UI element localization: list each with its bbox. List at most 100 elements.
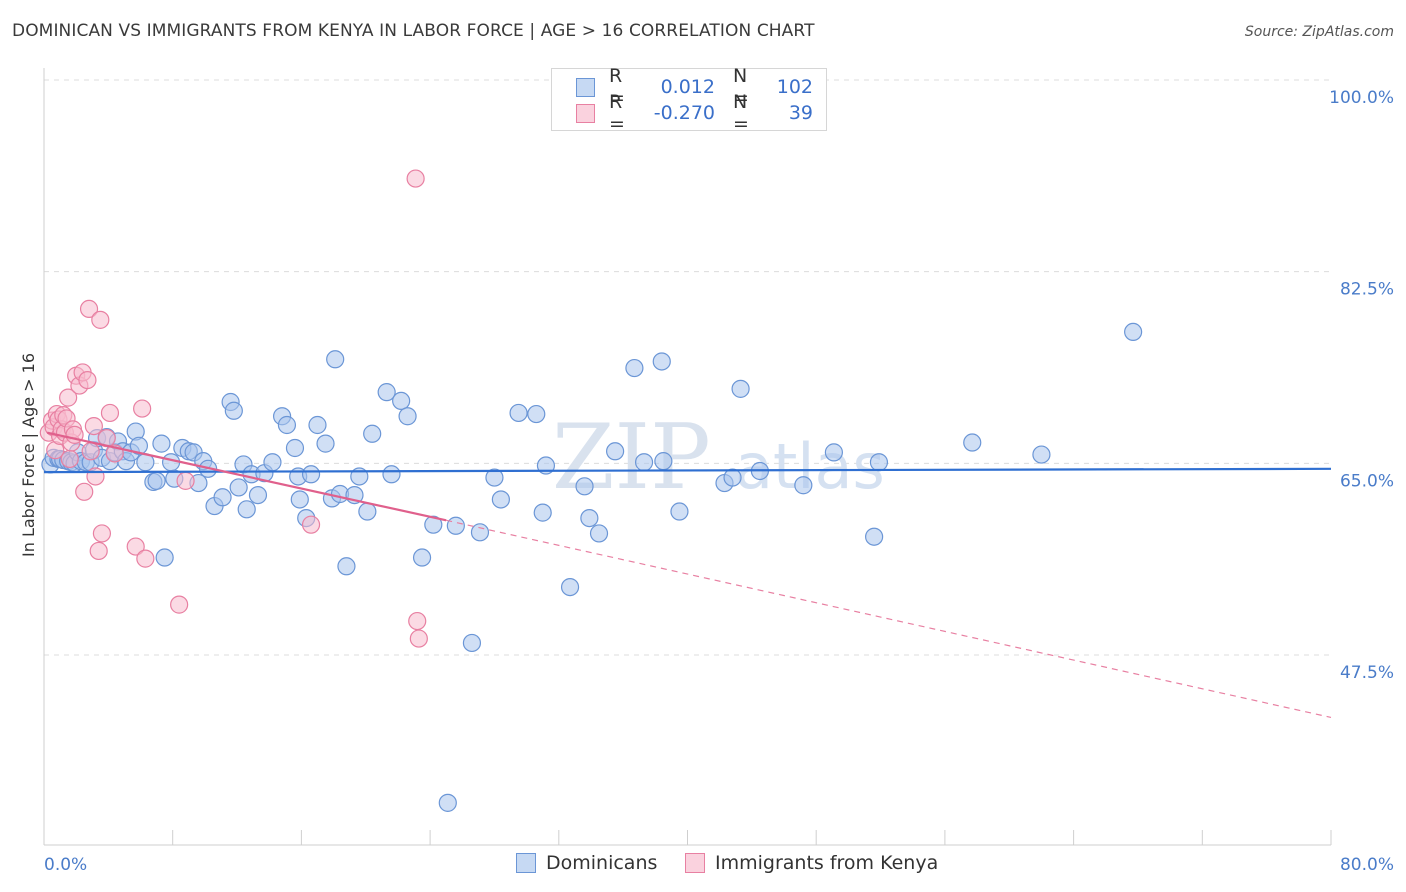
data-point <box>86 467 105 486</box>
data-point <box>462 633 482 653</box>
series-label-dominicans: Dominicans <box>546 852 658 874</box>
data-point <box>575 477 594 496</box>
data-point <box>491 490 510 509</box>
data-point <box>398 407 417 426</box>
data-point <box>865 527 884 546</box>
data-point <box>1124 322 1143 342</box>
data-point <box>170 595 189 614</box>
data-point <box>176 471 195 490</box>
data-point <box>408 611 427 631</box>
data-point <box>625 358 644 378</box>
data-point <box>606 442 625 461</box>
y-tick-label: 82.5% <box>1340 280 1394 300</box>
data-point <box>527 404 546 424</box>
data-point <box>136 549 155 568</box>
legend-swatch-blue <box>576 77 595 97</box>
data-point <box>213 488 232 507</box>
y-tick-labels: 47.5% 65.0% 82.5% 100.0% <box>1329 88 1394 683</box>
legend-row-kenya: R = -0.270 N = 39 <box>576 91 813 135</box>
data-point <box>155 548 174 567</box>
legend-n-value: 102 <box>776 76 813 98</box>
grid-lines <box>44 79 1331 656</box>
legend-r-label: R = <box>609 65 625 109</box>
data-point <box>133 399 152 418</box>
data-point <box>963 433 982 452</box>
data-point <box>60 449 79 469</box>
data-point <box>78 370 97 390</box>
data-point <box>152 434 171 453</box>
data-point <box>248 485 268 505</box>
data-point <box>470 523 490 542</box>
data-point <box>92 524 112 543</box>
data-point <box>731 379 750 398</box>
trend-line-kenya-extrapolated <box>446 519 1332 719</box>
y-tick-label: 100.0% <box>1329 88 1394 108</box>
data-point <box>91 310 110 329</box>
data-point <box>382 465 401 484</box>
data-point <box>363 424 382 443</box>
data-point <box>634 453 654 472</box>
data-point <box>126 537 145 556</box>
data-point <box>59 388 78 407</box>
data-point <box>147 471 166 490</box>
data-point <box>81 442 100 461</box>
data-point <box>652 352 671 371</box>
data-point <box>392 391 411 411</box>
data-point <box>824 443 843 462</box>
data-point <box>79 299 99 319</box>
legend-r-label: R = <box>609 91 625 135</box>
legend-n-label: N = <box>733 65 749 109</box>
data-point <box>224 401 243 420</box>
y-axis-label: In Labor Force | Age > 16 <box>19 353 38 557</box>
x-tick-label-max: 80.0% <box>1340 855 1394 875</box>
trend-line-kenya <box>46 431 447 522</box>
data-point <box>794 476 813 495</box>
data-point <box>377 383 396 402</box>
data-point <box>533 503 552 522</box>
x-axis-ticks <box>172 830 1332 845</box>
legend-n-label: N = <box>733 91 749 135</box>
data-point <box>654 452 673 471</box>
legend-row-dominicans: R = 0.012 N = 102 <box>576 65 813 109</box>
series-legend-dominicans: Dominicans <box>516 852 657 874</box>
y-tick-label: 65.0% <box>1340 471 1394 491</box>
data-point <box>237 500 256 519</box>
data-point <box>89 541 108 561</box>
data-points <box>39 169 1143 812</box>
data-point <box>358 502 377 521</box>
data-point <box>580 508 599 528</box>
chart-source: Source: ZipAtlas.com <box>1244 24 1394 40</box>
data-point <box>285 438 305 458</box>
y-tick-label: 47.5% <box>1340 663 1394 683</box>
trend-lines <box>43 431 1332 719</box>
data-point <box>409 629 428 648</box>
data-point <box>869 453 889 472</box>
data-point <box>75 482 94 501</box>
correlation-legend: R = 0.012 N = 102 R = -0.270 N = 39 <box>551 65 827 135</box>
data-point <box>424 515 443 534</box>
legend-r-value: -0.270 <box>653 102 715 124</box>
series-swatch-blue <box>516 853 536 873</box>
data-point <box>589 524 609 543</box>
data-point <box>84 416 103 436</box>
series-swatch-pink <box>685 853 705 873</box>
data-point <box>277 415 297 435</box>
data-point <box>337 557 356 576</box>
series-label-kenya: Immigrants from Kenya <box>715 852 939 874</box>
data-point <box>406 169 425 188</box>
data-point <box>100 403 120 423</box>
data-point <box>308 415 327 435</box>
legend-r-value: 0.012 <box>660 76 715 98</box>
data-point <box>446 516 465 535</box>
data-point <box>412 548 432 567</box>
data-point <box>438 793 457 812</box>
data-point <box>485 468 504 487</box>
data-point <box>670 502 689 521</box>
legend-n-value: 39 <box>788 102 813 124</box>
data-point <box>301 465 321 484</box>
chart-title: DOMINICAN VS IMMIGRANTS FROM KENYA IN LA… <box>12 21 815 41</box>
x-tick-label-min: 0.0% <box>44 855 87 875</box>
data-point <box>1032 445 1051 464</box>
data-point <box>229 478 248 497</box>
